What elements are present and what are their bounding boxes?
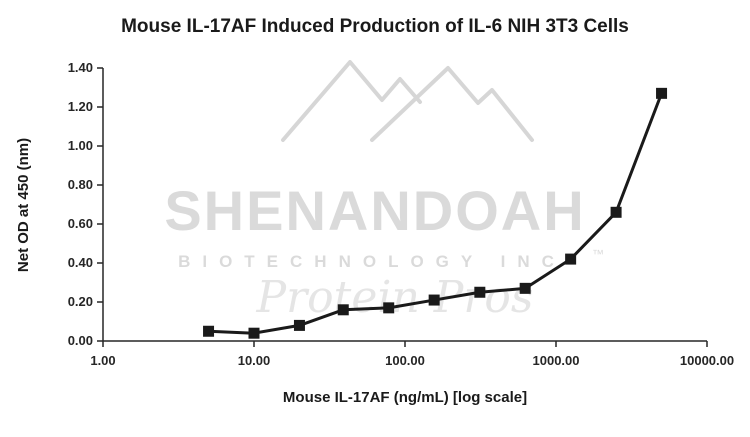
y-tick-label: 1.00 [68, 138, 93, 153]
y-tick-label: 0.80 [68, 177, 93, 192]
chart-title: Mouse IL-17AF Induced Production of IL-6… [121, 16, 629, 37]
data-point-marker [565, 253, 577, 265]
x-axis-title: Mouse IL-17AF (ng/mL) [log scale] [283, 389, 527, 406]
y-tick-label: 0.60 [68, 216, 93, 231]
mountain-logo-watermark-right [370, 66, 534, 142]
data-point-marker [474, 286, 486, 298]
watermark: SHENANDOAH BIOTECHNOLOGY INC ™ Protein P… [164, 60, 604, 323]
y-axis-title: Net OD at 450 (nm) [15, 138, 32, 272]
data-point-marker [337, 304, 349, 316]
data-point-marker [248, 327, 260, 339]
data-point-marker [519, 282, 531, 294]
data-point-marker [383, 302, 395, 314]
data-point-marker [203, 325, 215, 337]
watermark-brand-text: SHENANDOAH [164, 179, 585, 242]
y-tick-label: 0.40 [68, 255, 93, 270]
x-tick-label: 1.00 [90, 353, 115, 368]
x-tick-label: 1000.00 [533, 353, 580, 368]
x-tick-label: 100.00 [385, 353, 425, 368]
mountain-logo-watermark [281, 60, 422, 142]
data-point-marker [656, 87, 668, 99]
data-point-marker [293, 319, 305, 331]
data-series [203, 87, 668, 339]
x-tick-label: 10.00 [238, 353, 271, 368]
data-point-marker [610, 206, 622, 218]
y-tick-label: 0.00 [68, 333, 93, 348]
watermark-trademark-symbol: ™ [592, 247, 604, 261]
y-tick-label: 1.20 [68, 99, 93, 114]
axes: 0.00 0.20 0.40 0.60 0.80 1.00 1.20 1.40 1.00 10.0… [68, 60, 734, 368]
watermark-subtitle-text: BIOTECHNOLOGY INC [178, 252, 566, 271]
y-tick-label: 0.20 [68, 294, 93, 309]
y-tick-label: 1.40 [68, 60, 93, 75]
watermark-script-text: Protein Pros [256, 272, 534, 323]
data-point-marker [428, 294, 440, 306]
x-tick-label: 10000.00 [680, 353, 734, 368]
